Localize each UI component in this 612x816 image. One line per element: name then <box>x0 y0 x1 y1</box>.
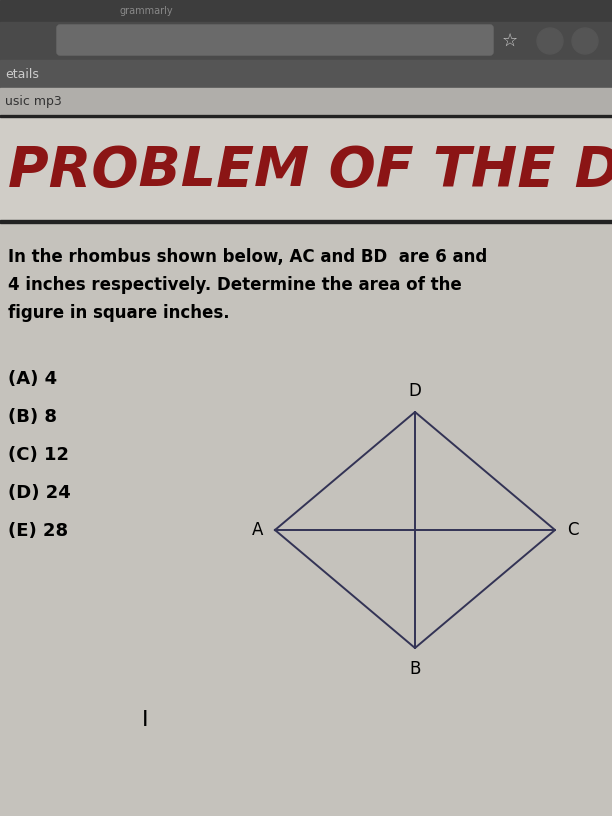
Text: C: C <box>567 521 578 539</box>
Bar <box>0 22 612 60</box>
Text: D: D <box>409 382 422 400</box>
Text: In the rhombus shown below, AC and BD  are 6 and: In the rhombus shown below, AC and BD ar… <box>8 248 487 266</box>
Text: I: I <box>142 710 148 730</box>
Text: B: B <box>409 660 420 678</box>
Bar <box>0 88 612 115</box>
Text: etails: etails <box>5 68 39 81</box>
Text: ☆: ☆ <box>502 32 518 50</box>
Text: grammarly: grammarly <box>120 6 174 16</box>
Circle shape <box>572 28 598 54</box>
Text: (E) 28: (E) 28 <box>8 522 68 540</box>
Text: PROBLEM OF THE DAY: PROBLEM OF THE DAY <box>8 144 612 197</box>
Text: (C) 12: (C) 12 <box>8 446 69 464</box>
Bar <box>0 0 612 22</box>
Circle shape <box>537 28 563 54</box>
Bar <box>0 220 612 223</box>
Text: figure in square inches.: figure in square inches. <box>8 304 229 322</box>
Bar <box>0 222 612 816</box>
Text: usic mp3: usic mp3 <box>5 95 62 108</box>
Text: (A) 4: (A) 4 <box>8 370 57 388</box>
Bar <box>0 115 612 117</box>
Text: A: A <box>252 521 263 539</box>
Text: (B) 8: (B) 8 <box>8 408 57 426</box>
Text: 4 inches respectively. Determine the area of the: 4 inches respectively. Determine the are… <box>8 276 461 294</box>
Text: (D) 24: (D) 24 <box>8 484 71 502</box>
Bar <box>0 115 612 222</box>
FancyBboxPatch shape <box>57 25 493 55</box>
Bar <box>0 60 612 88</box>
